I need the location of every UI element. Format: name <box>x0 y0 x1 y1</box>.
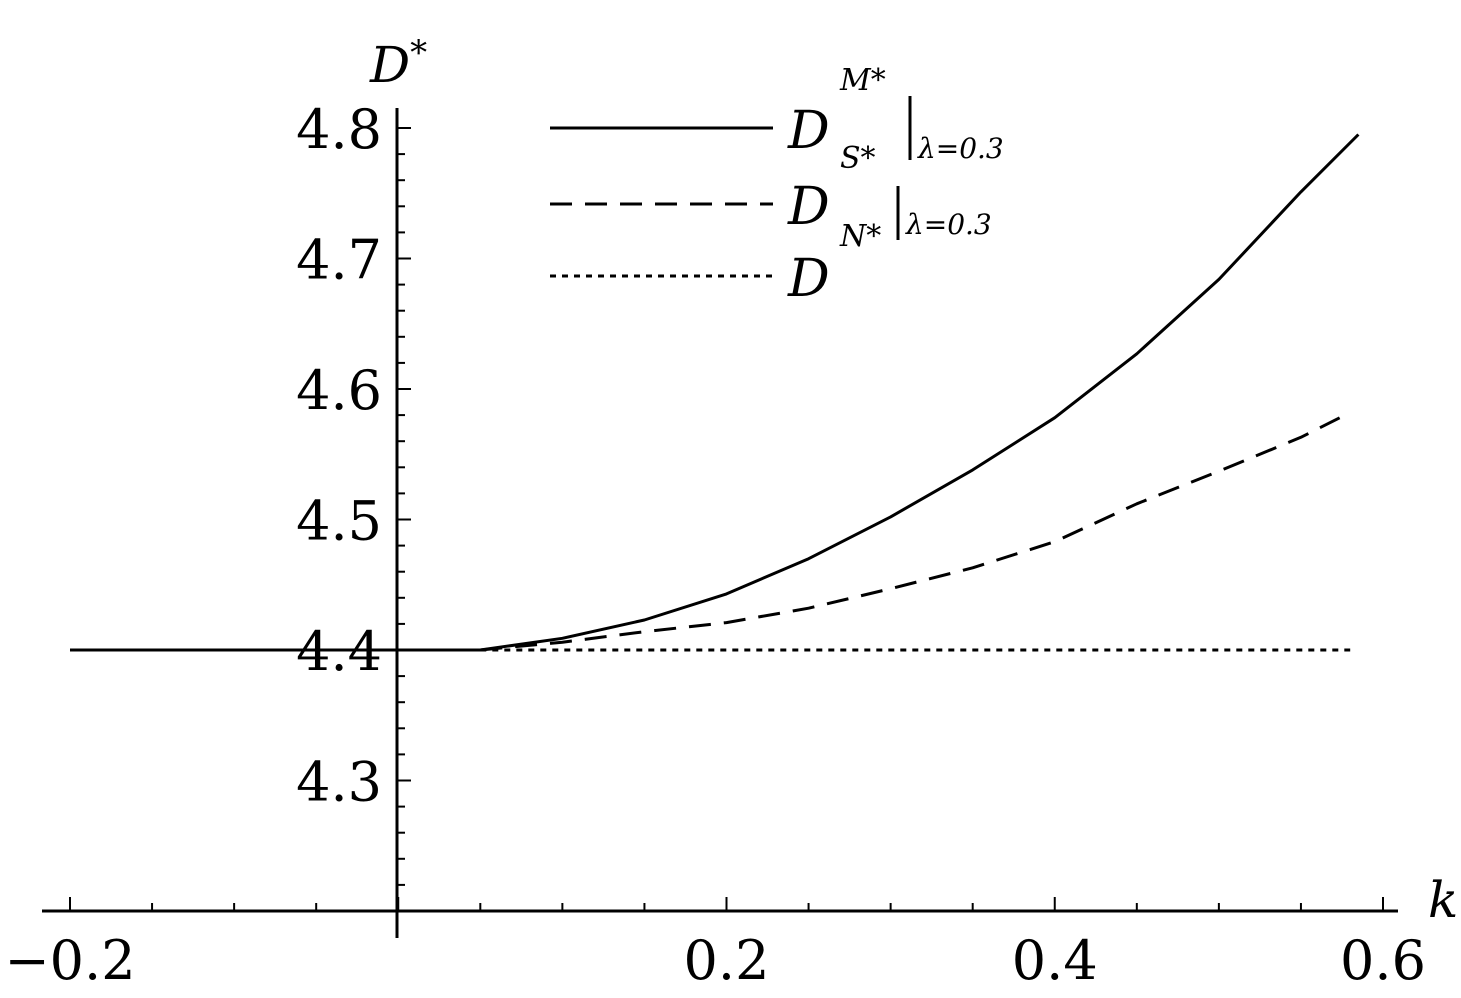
y-ticks: 4.34.44.54.64.74.8 <box>296 98 411 912</box>
series-line-dashed <box>480 411 1351 652</box>
y-axis-title-sup: * <box>410 33 427 73</box>
y-tick-label: 4.8 <box>296 98 382 161</box>
x-tick-label: 0.4 <box>1012 929 1098 992</box>
legend-label-sup: M* <box>839 63 886 98</box>
x-tick-label: −0.2 <box>4 929 135 992</box>
y-tick-label: 4.3 <box>296 751 382 814</box>
legend-label-sub: N* <box>839 219 881 254</box>
y-tick-label: 4.7 <box>296 229 382 292</box>
legend-label-sub: S* <box>840 141 876 176</box>
series-line-solid <box>70 133 1360 652</box>
x-axis-title: k <box>1428 871 1458 929</box>
x-tick-label: 0.6 <box>1340 929 1426 992</box>
legend-label-main: D <box>787 249 830 309</box>
y-axis-title: D* <box>369 33 427 94</box>
legend-label-main: D <box>787 177 830 237</box>
y-axis-title-main: D <box>369 36 410 94</box>
legend-label-eval: λ=0.3 <box>905 208 992 241</box>
series-layer <box>70 133 1360 652</box>
y-tick-label: 4.5 <box>296 490 382 553</box>
x-tick-label: 0.2 <box>684 929 770 992</box>
legend: D M* S* λ=0.3 D N* λ=0.3 D <box>550 63 1004 309</box>
y-tick-label: 4.6 <box>296 359 382 422</box>
axes: −0.2 0.2 0.4 0.6 4.34.44.54.64.74.8 k D* <box>4 33 1458 992</box>
legend-label-eval: λ=0.3 <box>917 132 1004 165</box>
legend-label-main: D <box>787 101 830 161</box>
x-ticks: −0.2 0.2 0.4 0.6 <box>4 897 1426 992</box>
